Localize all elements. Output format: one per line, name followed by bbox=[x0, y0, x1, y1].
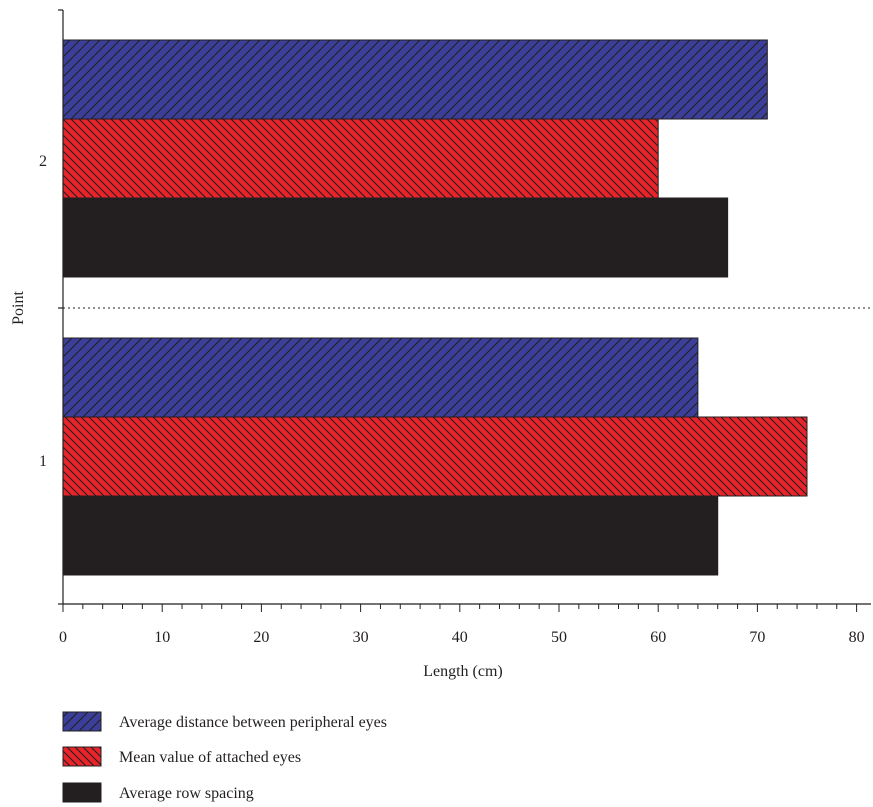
x-tick-label-20: 20 bbox=[253, 629, 269, 646]
legend-label: Average row spacing bbox=[119, 785, 254, 802]
x-tick-label-40: 40 bbox=[452, 629, 468, 646]
x-tick-label-70: 70 bbox=[749, 629, 765, 646]
legend-label: Average distance between peripheral eyes bbox=[119, 714, 387, 731]
plot-area bbox=[62, 39, 808, 576]
x-tick-label-30: 30 bbox=[353, 629, 369, 646]
y-tick-label-1: 1 bbox=[39, 453, 47, 470]
legend-swatch-solid bbox=[62, 782, 102, 803]
x-tick-label-0: 0 bbox=[59, 629, 67, 646]
bar-back-hatch-point-2 bbox=[62, 118, 659, 199]
y-axis-title: Point bbox=[10, 291, 27, 325]
bar-forward-hatch-point-2 bbox=[62, 39, 768, 120]
x-tick-label-60: 60 bbox=[650, 629, 666, 646]
x-axis-title: Length (cm) bbox=[423, 663, 503, 680]
bar-solid-point-1 bbox=[62, 495, 719, 576]
bar-solid-point-2 bbox=[62, 197, 729, 278]
bar-back-hatch-point-1 bbox=[62, 416, 808, 497]
bar-forward-hatch-point-1 bbox=[62, 337, 699, 418]
y-tick-label-2: 2 bbox=[39, 153, 47, 170]
x-tick-label-80: 80 bbox=[849, 629, 865, 646]
x-tick-label-50: 50 bbox=[551, 629, 567, 646]
legend-label: Mean value of attached eyes bbox=[119, 749, 301, 766]
x-tick-label-10: 10 bbox=[154, 629, 170, 646]
legend-swatch-forward-hatch bbox=[62, 711, 102, 732]
legend-swatch-back-hatch bbox=[62, 746, 102, 767]
legend: Average distance between peripheral eyes… bbox=[62, 711, 387, 803]
axes: 120 10 20 30 40 50 60 70 80 bbox=[39, 9, 871, 646]
